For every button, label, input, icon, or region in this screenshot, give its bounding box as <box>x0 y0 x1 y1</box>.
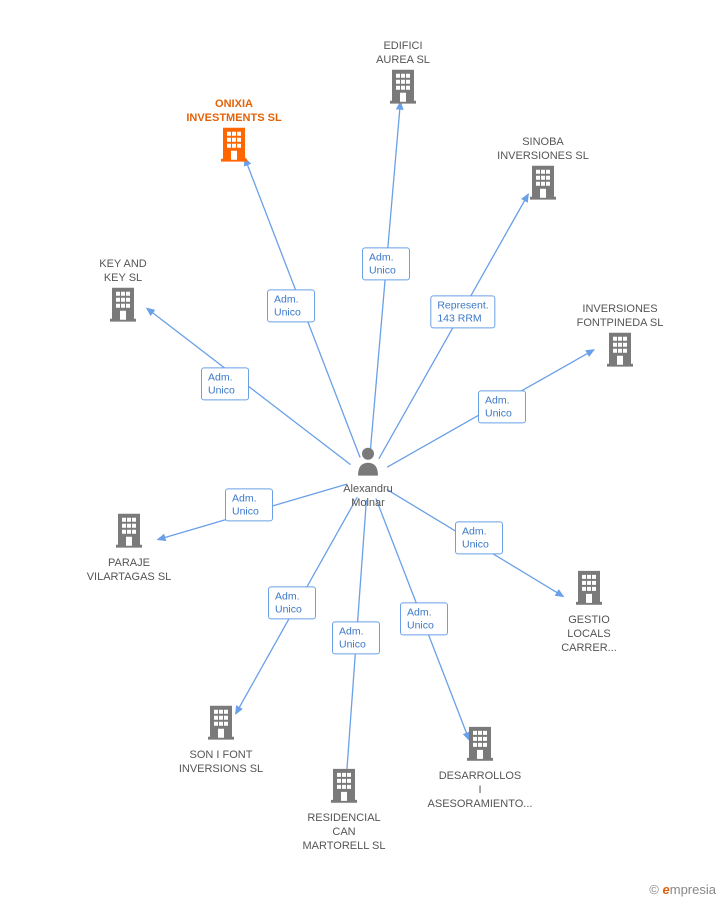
edge-label: Adm. Unico <box>267 289 315 322</box>
edge-label: Adm. Unico <box>332 621 380 654</box>
watermark: © empresia <box>649 882 716 897</box>
center-node[interactable]: Alexandru Molnar <box>313 446 423 511</box>
building-icon <box>425 725 535 766</box>
node-label: RESIDENCIAL CAN MARTORELL SL <box>289 812 399 853</box>
building-icon <box>565 330 675 371</box>
company-node[interactable]: DESARROLLOS I ASESORAMIENTO... <box>425 725 535 811</box>
company-node[interactable]: RESIDENCIAL CAN MARTORELL SL <box>289 767 399 853</box>
node-label: SINOBA INVERSIONES SL <box>488 136 598 164</box>
company-node[interactable]: INVERSIONES FONTPINEDA SL <box>565 299 675 372</box>
building-icon <box>68 285 178 326</box>
company-node[interactable]: PARAJE VILARTAGAS SL <box>74 512 184 585</box>
edge-label: Adm. Unico <box>225 488 273 521</box>
company-node[interactable]: GESTIO LOCALS CARRER... <box>534 569 644 655</box>
building-icon <box>166 704 276 745</box>
node-label: INVERSIONES FONTPINEDA SL <box>565 303 675 331</box>
edge-label: Adm. Unico <box>268 586 316 619</box>
edge-label: Adm. Unico <box>362 247 410 280</box>
building-icon <box>289 767 399 808</box>
company-node[interactable]: ONIXIA INVESTMENTS SL <box>179 94 289 167</box>
edge-label: Adm. Unico <box>201 367 249 400</box>
node-label: KEY AND KEY SL <box>68 258 178 286</box>
node-label: EDIFICI AUREA SL <box>348 40 458 68</box>
edge-label: Adm. Unico <box>455 521 503 554</box>
brand-rest: mpresia <box>670 882 716 897</box>
edge-label: Adm. Unico <box>400 602 448 635</box>
edge-label: Represent. 143 RRM <box>430 295 495 328</box>
company-node[interactable]: EDIFICI AUREA SL <box>348 36 458 109</box>
brand-accent: e <box>663 882 670 897</box>
node-label: GESTIO LOCALS CARRER... <box>534 614 644 655</box>
node-label: ONIXIA INVESTMENTS SL <box>179 98 289 126</box>
building-icon <box>488 163 598 204</box>
building-icon <box>348 67 458 108</box>
building-icon <box>179 125 289 166</box>
node-label: PARAJE VILARTAGAS SL <box>74 557 184 585</box>
company-node[interactable]: KEY AND KEY SL <box>68 254 178 327</box>
node-label: Alexandru Molnar <box>313 483 423 511</box>
person-icon <box>313 446 423 481</box>
building-icon <box>74 512 184 553</box>
building-icon <box>534 569 644 610</box>
node-label: SON I FONT INVERSIONS SL <box>166 749 276 777</box>
node-label: DESARROLLOS I ASESORAMIENTO... <box>425 770 535 811</box>
network-diagram: Alexandru Molnar ONIXIA INVESTMENTS SL ED… <box>0 0 728 905</box>
edge-label: Adm. Unico <box>478 390 526 423</box>
company-node[interactable]: SINOBA INVERSIONES SL <box>488 132 598 205</box>
company-node[interactable]: SON I FONT INVERSIONS SL <box>166 704 276 777</box>
copyright-symbol: © <box>649 882 659 897</box>
